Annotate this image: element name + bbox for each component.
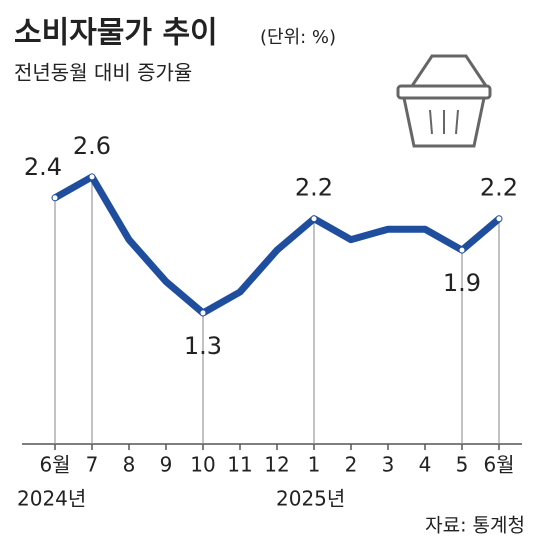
x-tick-label: 10 bbox=[190, 453, 215, 477]
point bbox=[496, 216, 502, 222]
basket-rim bbox=[396, 84, 492, 100]
chart-subtitle: 전년동월 대비 증가율 bbox=[14, 61, 192, 85]
line-series bbox=[51, 173, 503, 317]
unit-label: (단위: %) bbox=[260, 27, 336, 48]
basket-slats bbox=[429, 109, 459, 135]
value-label: 2.4 bbox=[24, 153, 62, 181]
point bbox=[52, 195, 58, 201]
x-tick-label: 7 bbox=[86, 453, 99, 477]
x-tick-label: 6월 bbox=[39, 453, 70, 477]
point bbox=[459, 247, 465, 253]
value-label: 2.2 bbox=[480, 174, 518, 202]
value-label: 2.2 bbox=[295, 174, 333, 202]
basket-icon bbox=[396, 54, 492, 148]
x-tick-label: 1 bbox=[308, 453, 321, 477]
x-tick-label: 6월 bbox=[483, 453, 514, 477]
value-label: 1.3 bbox=[184, 332, 222, 360]
x-tick-label: 12 bbox=[264, 453, 289, 477]
x-tick-label: 2 bbox=[345, 453, 358, 477]
x-tick-label: 11 bbox=[227, 453, 252, 477]
point bbox=[311, 216, 317, 222]
basket-body bbox=[402, 97, 486, 148]
x-tick-label: 4 bbox=[419, 453, 432, 477]
point bbox=[89, 174, 95, 180]
x-tick-label: 5 bbox=[456, 453, 469, 477]
value-label: 2.6 bbox=[73, 132, 111, 160]
year-label: 2025년 bbox=[276, 487, 345, 511]
source-note: 자료: 통계청 bbox=[425, 515, 525, 537]
x-tick-label: 8 bbox=[123, 453, 136, 477]
chart-title: 소비자물가 추이 bbox=[14, 16, 218, 51]
x-tick-label: 9 bbox=[160, 453, 173, 477]
value-label: 1.9 bbox=[443, 269, 481, 297]
year-label: 2024년 bbox=[17, 487, 86, 511]
basket-handle bbox=[410, 54, 488, 87]
point bbox=[200, 310, 206, 316]
x-tick-label: 3 bbox=[382, 453, 395, 477]
